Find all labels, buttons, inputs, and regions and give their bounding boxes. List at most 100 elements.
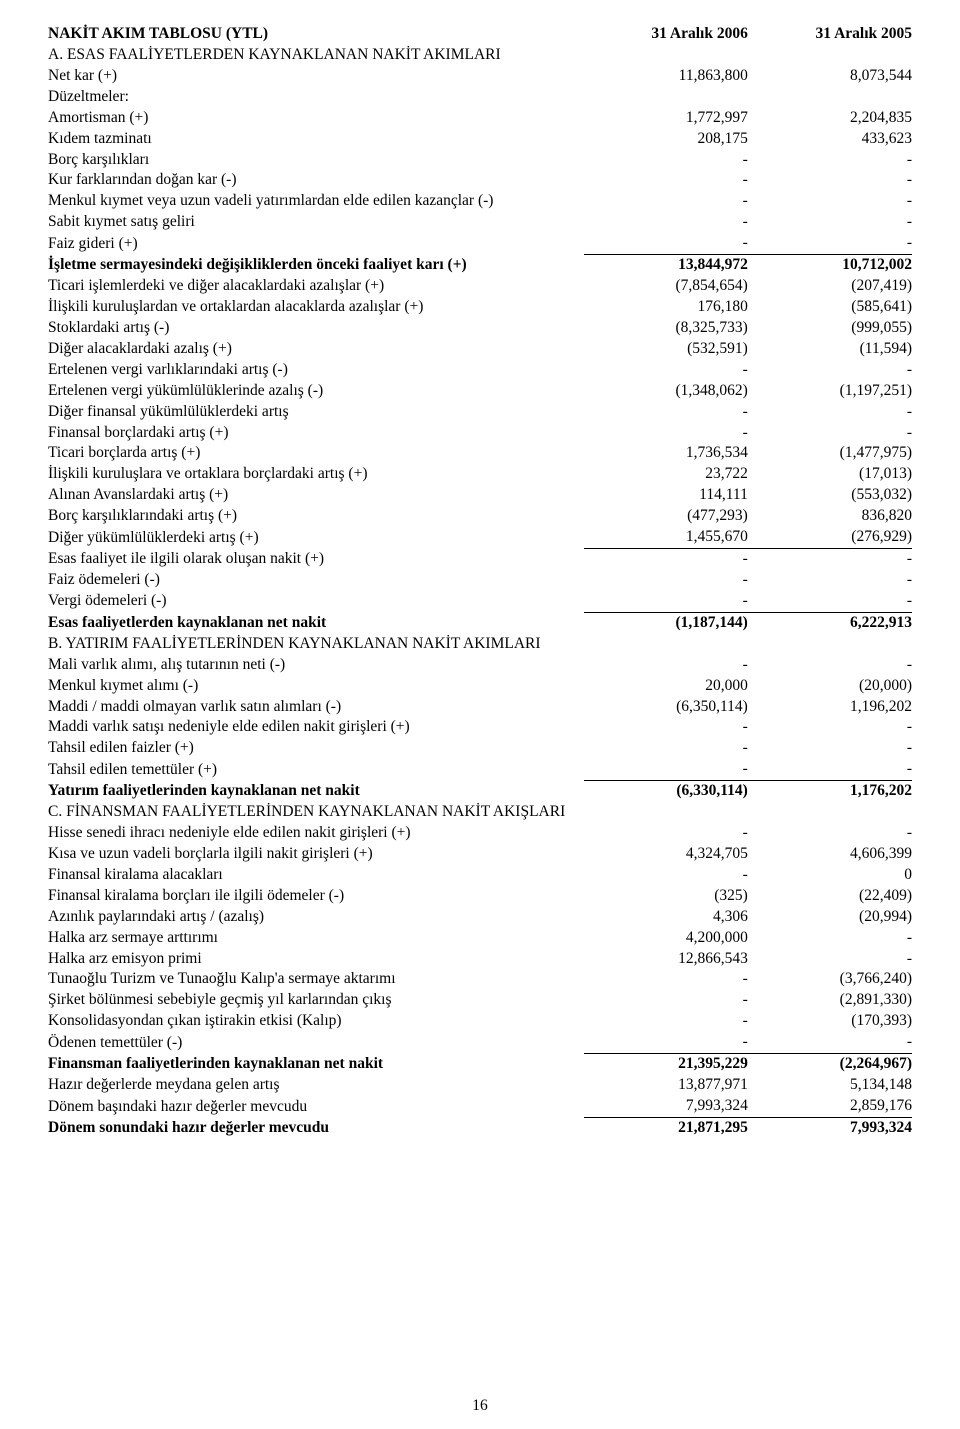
row-value-2006: - (584, 990, 748, 1011)
row-value-2006: (477,293) (584, 506, 748, 527)
table-row: Hisse senedi ihracı nedeniyle elde edile… (48, 823, 912, 844)
row-value-2006: - (584, 170, 748, 191)
table-row: Borç karşılıkları-- (48, 150, 912, 171)
row-label: Mali varlık alımı, alış tutarının neti (… (48, 655, 584, 676)
row-value-2005: 2,204,835 (748, 108, 912, 129)
row-label: Dönem başındaki hazır değerler mevcudu (48, 1096, 584, 1117)
row-value-2006: - (584, 655, 748, 676)
row-label: Kıdem tazminatı (48, 129, 584, 150)
row-value-2005: - (748, 191, 912, 212)
table-row: Yatırım faaliyetlerinden kaynaklanan net… (48, 781, 912, 802)
table-row: Ertelenen vergi varlıklarındaki artış (-… (48, 360, 912, 381)
table-row: Kur farklarından doğan kar (-)-- (48, 170, 912, 191)
row-label: Tunaoğlu Turizm ve Tunaoğlu Kalıp'a serm… (48, 969, 584, 990)
row-label: Diğer alacaklardaki azalış (+) (48, 339, 584, 360)
row-value-2006: - (584, 402, 748, 423)
table-row: İlişkili kuruluşlara ve ortaklara borçla… (48, 464, 912, 485)
row-label: A. ESAS FAALİYETLERDEN KAYNAKLANAN NAKİT… (48, 45, 912, 66)
row-value-2005: 8,073,544 (748, 66, 912, 87)
row-label: Düzeltmeler: (48, 87, 584, 108)
table-row: Ertelenen vergi yükümlülüklerinde azalış… (48, 381, 912, 402)
table-row: Dönem başındaki hazır değerler mevcudu7,… (48, 1096, 912, 1117)
row-value-2006: 23,722 (584, 464, 748, 485)
table-row: Finansal kiralama borçları ile ilgili öd… (48, 886, 912, 907)
row-value-2006: (1,187,144) (584, 612, 748, 633)
row-value-2006: (6,350,114) (584, 697, 748, 718)
row-value-2005: (2,264,967) (748, 1054, 912, 1075)
row-label: B. YATIRIM FAALİYETLERİNDEN KAYNAKLANAN … (48, 634, 912, 655)
table-row: Şirket bölünmesi sebebiyle geçmiş yıl ka… (48, 990, 912, 1011)
row-label: Maddi / maddi olmayan varlık satın alıml… (48, 697, 584, 718)
table-row: Sabit kıymet satış geliri-- (48, 212, 912, 233)
row-value-2006: - (584, 717, 748, 738)
row-value-2005: - (748, 212, 912, 233)
row-label: Esas faaliyetlerden kaynaklanan net naki… (48, 612, 584, 633)
row-value-2006: - (584, 360, 748, 381)
table-row: Tahsil edilen temettüler (+)-- (48, 759, 912, 780)
table-row: Amortisman (+)1,772,9972,204,835 (48, 108, 912, 129)
row-value-2006: (532,591) (584, 339, 748, 360)
row-value-2005: (20,994) (748, 907, 912, 928)
row-value-2006: - (584, 969, 748, 990)
table-header-row: NAKİT AKIM TABLOSU (YTL) 31 Aralık 2006 … (48, 24, 912, 45)
row-value-2005: - (748, 717, 912, 738)
table-row: Borç karşılıklarındaki artış (+)(477,293… (48, 506, 912, 527)
table-row: Ticari işlemlerdeki ve diğer alacaklarda… (48, 276, 912, 297)
row-value-2005: 0 (748, 865, 912, 886)
row-label: Konsolidasyondan çıkan iştirakin etkisi … (48, 1011, 584, 1032)
row-value-2005: (3,766,240) (748, 969, 912, 990)
row-value-2006: 1,455,670 (584, 527, 748, 548)
row-value-2005: 7,993,324 (748, 1117, 912, 1138)
row-label: Ertelenen vergi varlıklarındaki artış (-… (48, 360, 584, 381)
row-label: Hazır değerlerde meydana gelen artış (48, 1075, 584, 1096)
row-value-2006: 114,111 (584, 485, 748, 506)
table-row: Finansal borçlardaki artış (+)-- (48, 423, 912, 444)
table-row: Menkul kıymet alımı (-)20,000(20,000) (48, 676, 912, 697)
row-value-2006: - (584, 759, 748, 780)
row-value-2005: 10,712,002 (748, 255, 912, 276)
row-label: Menkul kıymet alımı (-) (48, 676, 584, 697)
row-value-2005: (999,055) (748, 318, 912, 339)
row-value-2006: 4,200,000 (584, 928, 748, 949)
table-row: Esas faaliyetlerden kaynaklanan net naki… (48, 612, 912, 633)
row-value-2005: 4,606,399 (748, 844, 912, 865)
table-row: Hazır değerlerde meydana gelen artış13,8… (48, 1075, 912, 1096)
row-value-2006: 21,871,295 (584, 1117, 748, 1138)
table-row: Faiz gideri (+)-- (48, 233, 912, 254)
row-label: İşletme sermayesindeki değişikliklerden … (48, 255, 584, 276)
row-label: Dönem sonundaki hazır değerler mevcudu (48, 1117, 584, 1138)
row-value-2005: - (748, 570, 912, 591)
row-value-2005: (207,419) (748, 276, 912, 297)
row-label: C. FİNANSMAN FAALİYETLERİNDEN KAYNAKLANA… (48, 802, 912, 823)
row-label: Hisse senedi ihracı nedeniyle elde edile… (48, 823, 584, 844)
table-row: İlişkili kuruluşlardan ve ortaklardan al… (48, 297, 912, 318)
table-row: Dönem sonundaki hazır değerler mevcudu21… (48, 1117, 912, 1138)
row-label: Şirket bölünmesi sebebiyle geçmiş yıl ka… (48, 990, 584, 1011)
row-value-2006: - (584, 549, 748, 570)
row-value-2006: (325) (584, 886, 748, 907)
row-value-2005: (22,409) (748, 886, 912, 907)
table-row: Diğer finansal yükümlülüklerdeki artış-- (48, 402, 912, 423)
row-value-2006: 1,772,997 (584, 108, 748, 129)
table-row: Kıdem tazminatı208,175433,623 (48, 129, 912, 150)
row-label: Vergi ödemeleri (-) (48, 591, 584, 612)
row-value-2006: 11,863,800 (584, 66, 748, 87)
section-row: A. ESAS FAALİYETLERDEN KAYNAKLANAN NAKİT… (48, 45, 912, 66)
table-row: Net kar (+)11,863,8008,073,544 (48, 66, 912, 87)
row-label: İlişkili kuruluşlara ve ortaklara borçla… (48, 464, 584, 485)
row-value-2005: (2,891,330) (748, 990, 912, 1011)
row-value-2006: - (584, 591, 748, 612)
row-value-2005: (1,477,975) (748, 443, 912, 464)
row-value-2006: 176,180 (584, 297, 748, 318)
row-label: Yatırım faaliyetlerinden kaynaklanan net… (48, 781, 584, 802)
row-value-2005: - (748, 949, 912, 970)
row-value-2005: (553,032) (748, 485, 912, 506)
table-row: Alınan Avanslardaki artış (+)114,111(553… (48, 485, 912, 506)
row-value-2006: - (584, 1011, 748, 1032)
cash-flow-table: NAKİT AKIM TABLOSU (YTL) 31 Aralık 2006 … (48, 24, 912, 1139)
row-value-2005: 6,222,913 (748, 612, 912, 633)
table-row: Tunaoğlu Turizm ve Tunaoğlu Kalıp'a serm… (48, 969, 912, 990)
row-label: Ödenen temettüler (-) (48, 1032, 584, 1053)
row-value-2006: (8,325,733) (584, 318, 748, 339)
row-label: Ticari borçlarda artış (+) (48, 443, 584, 464)
